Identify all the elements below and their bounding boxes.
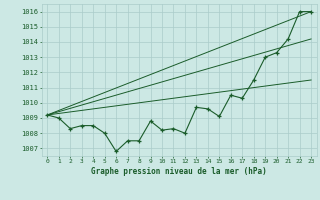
X-axis label: Graphe pression niveau de la mer (hPa): Graphe pression niveau de la mer (hPa) <box>91 167 267 176</box>
